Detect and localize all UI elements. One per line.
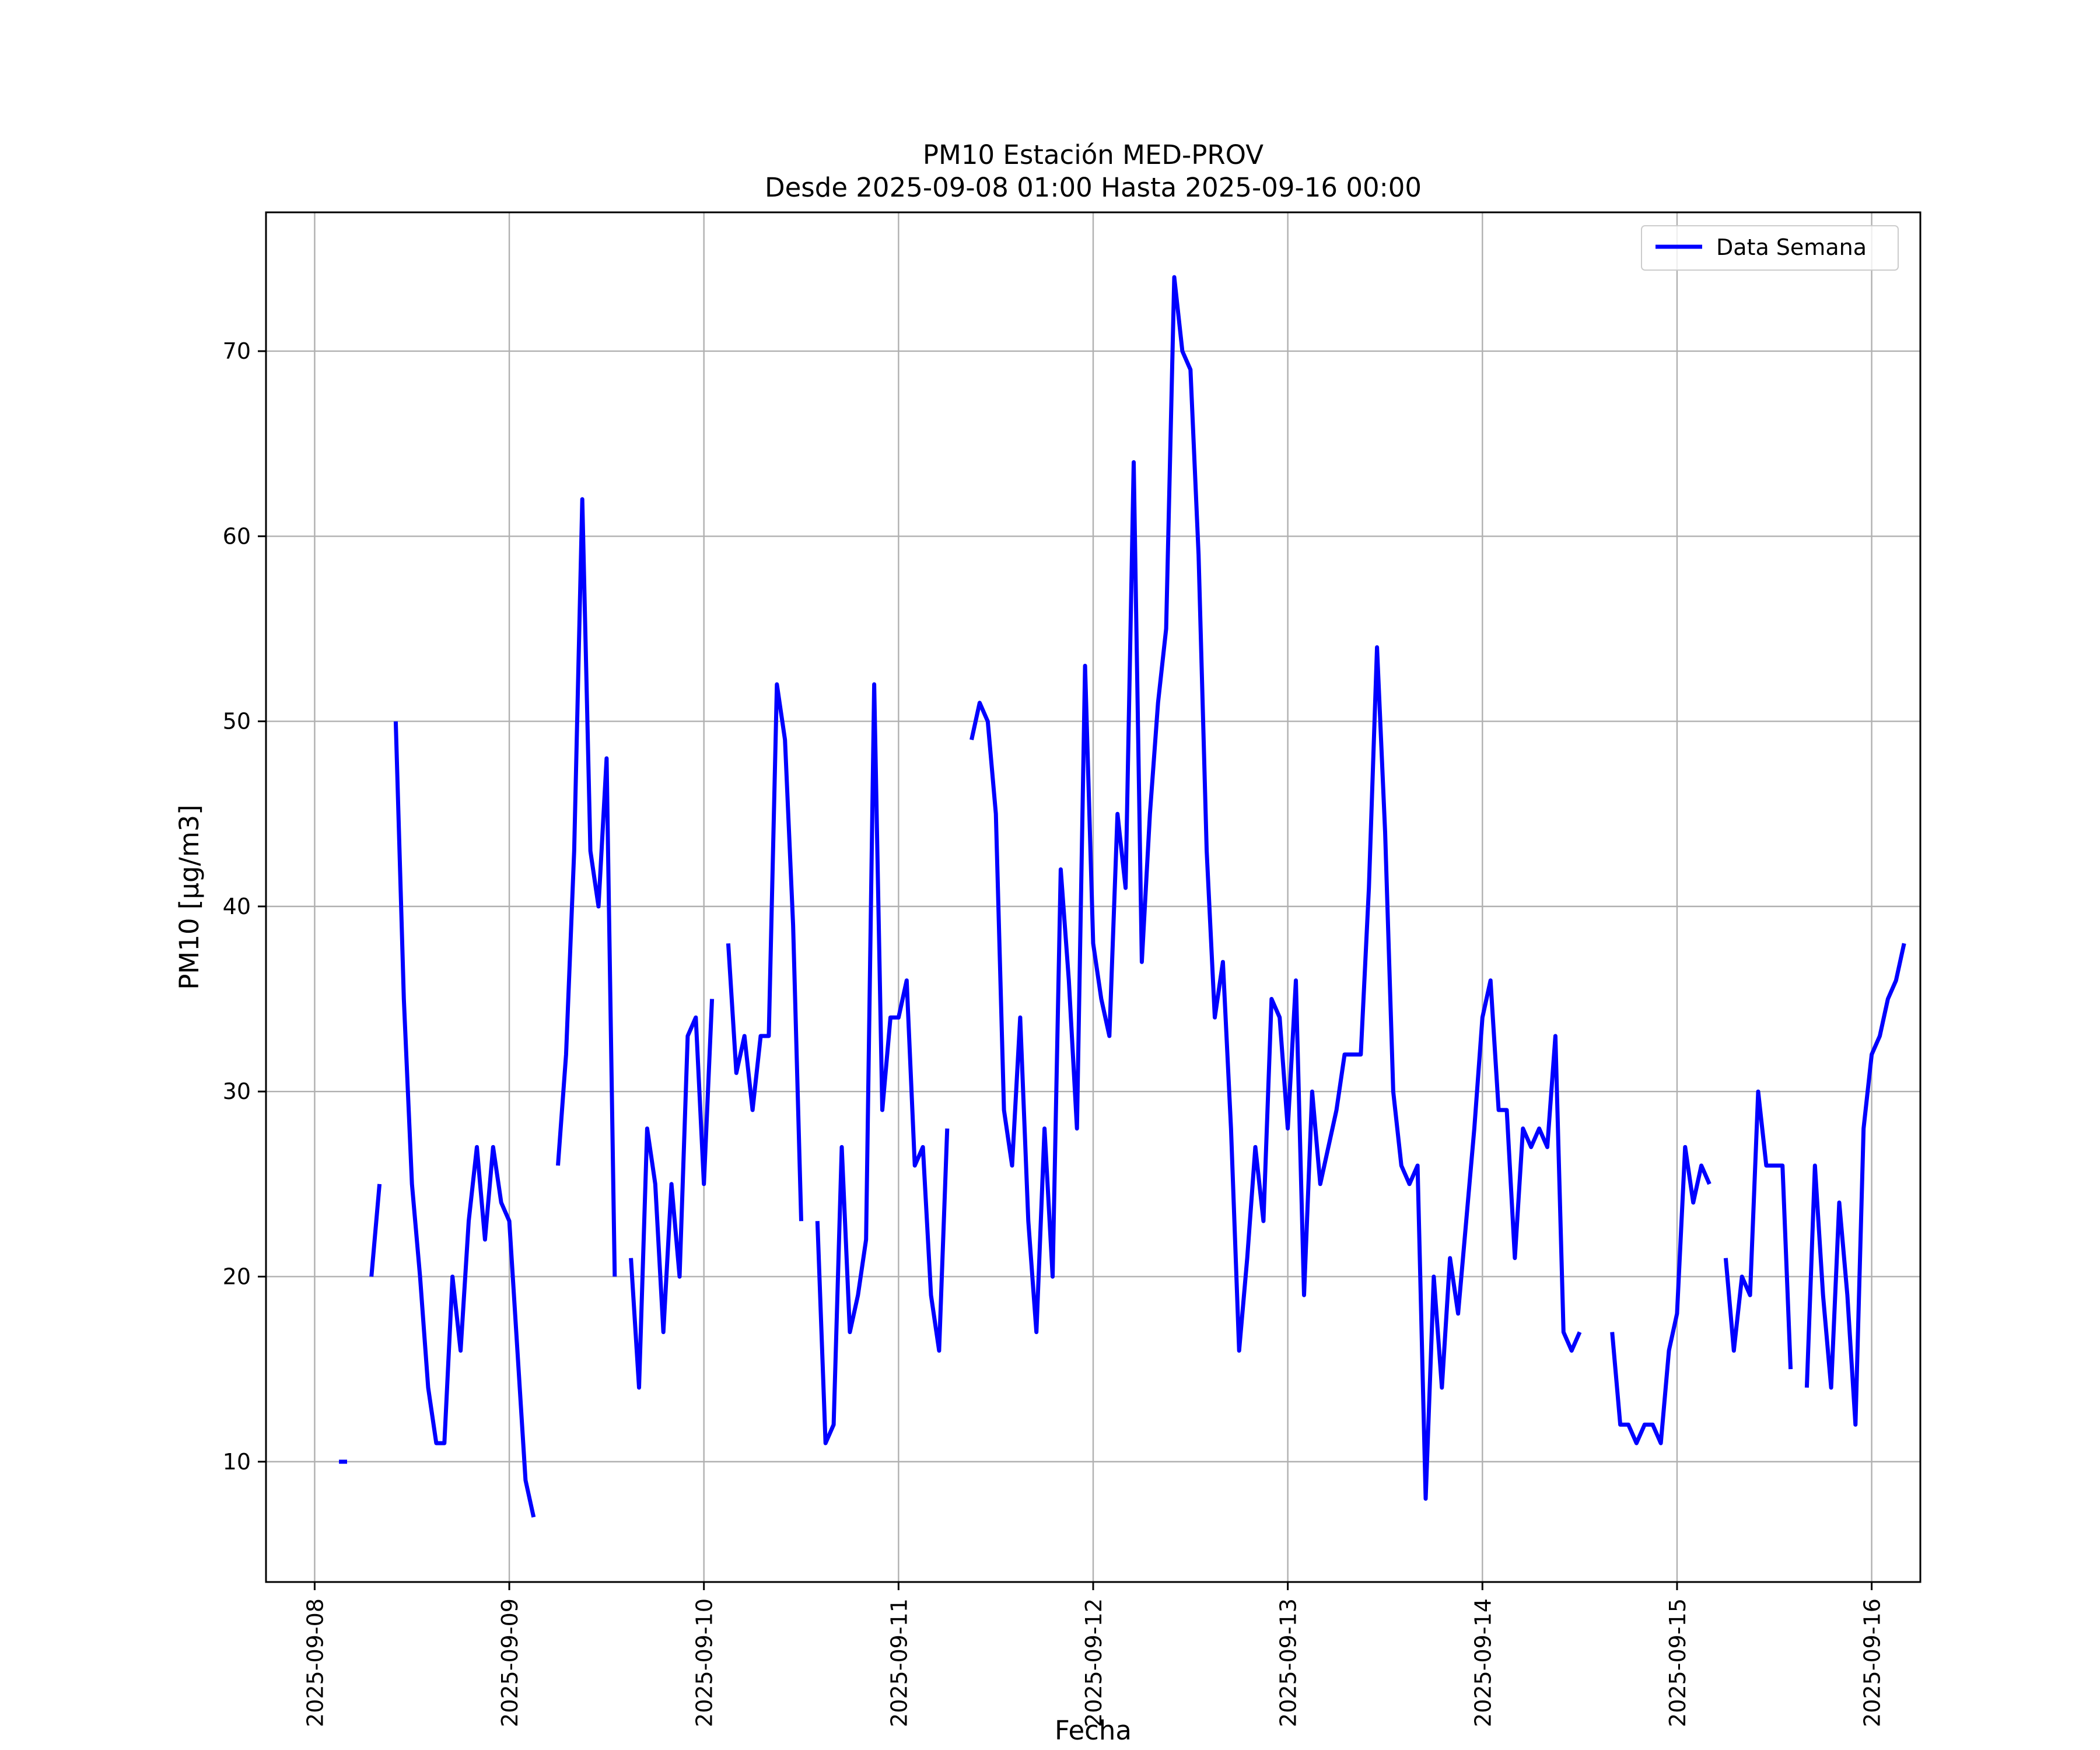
chart-subtitle: Desde 2025-09-08 01:00 Hasta 2025-09-16 … [765,172,1422,203]
x-tick-label-2025-09-08: 2025-09-08 [302,1598,328,1727]
y-tick-label-30: 30 [223,1079,251,1104]
x-tick-label-2025-09-14: 2025-09-14 [1470,1598,1496,1727]
y-tick-label-40: 40 [223,894,251,919]
series-lines [339,275,1906,1518]
x-tick-label-2025-09-13: 2025-09-13 [1276,1598,1301,1727]
y-tick-label-70: 70 [223,338,251,364]
series-line-segment-0-10 [1804,943,1906,1427]
series-line-segment-0-5 [726,682,803,1222]
legend-box [1641,225,1899,271]
x-tick-label-2025-09-16: 2025-09-16 [1860,1598,1885,1727]
series-line-segment-0-7 [970,275,1582,1501]
legend-label-data-semana: Data Semana [1716,235,1867,260]
series-line-segment-0-6 [815,682,950,1446]
legend: Data Semana [1641,225,1899,271]
x-tick-label-2025-09-10: 2025-09-10 [692,1598,718,1727]
x-axis-label: Fecha [1055,1715,1132,1746]
y-axis-label: PM10 [μg/m3] [174,804,205,989]
chart-title: PM10 Estación MED-PROV [923,139,1264,170]
y-tick-label-20: 20 [223,1264,251,1289]
y-tick-label-60: 60 [223,523,251,549]
x-tick-label-2025-09-11: 2025-09-11 [886,1598,912,1727]
axis-ticks: 10 20 30 40 50 60 70 2025-09-08 2025-09-09 2025-0… [223,338,1885,1727]
x-tick-label-2025-09-09: 2025-09-09 [497,1598,523,1727]
series-line-segment-0-9 [1723,1089,1793,1370]
series-line-segment-0-4 [629,999,715,1390]
series-line-segment-0-3 [556,497,617,1277]
y-tick-label-50: 50 [223,709,251,734]
grid-lines [266,212,1920,1582]
series-line-segment-0-8 [1610,1144,1712,1446]
y-tick-label-10: 10 [223,1449,251,1475]
series-line-segment-0-1 [369,1184,382,1277]
series-line-segment-0-2 [393,721,536,1518]
x-tick-label-2025-09-12: 2025-09-12 [1081,1598,1107,1727]
x-tick-label-2025-09-15: 2025-09-15 [1665,1598,1690,1727]
